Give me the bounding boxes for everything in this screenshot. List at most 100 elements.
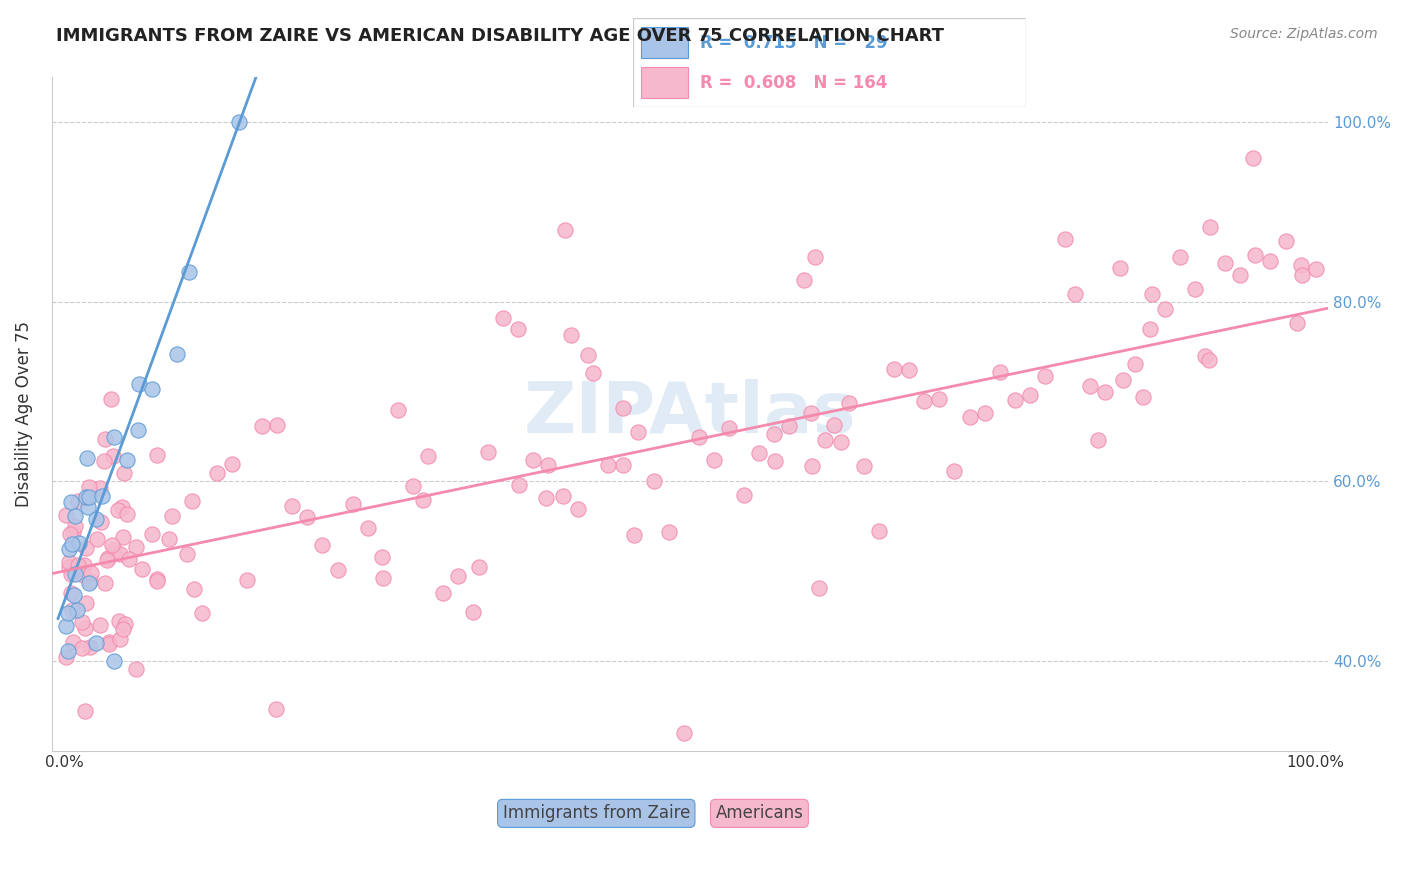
Point — [1215, 256, 1237, 270]
Point — [1244, 248, 1267, 262]
Point — [804, 250, 827, 264]
Y-axis label: Disability Age Over 75: Disability Age Over 75 — [15, 321, 32, 507]
Point — [58, 541, 80, 556]
Point — [943, 464, 966, 478]
Point — [94, 576, 117, 591]
Point — [582, 366, 605, 380]
Point — [1140, 286, 1163, 301]
Point — [416, 450, 439, 464]
Point — [1094, 385, 1116, 400]
Point — [342, 497, 364, 511]
Point — [402, 479, 425, 493]
Point — [98, 635, 121, 649]
Point — [55, 618, 77, 632]
Text: R =  0.715   N =   29: R = 0.715 N = 29 — [700, 34, 887, 52]
Point — [522, 452, 544, 467]
Point — [63, 518, 86, 533]
Point — [612, 401, 634, 416]
Point — [103, 430, 125, 444]
Point — [830, 434, 852, 449]
Point — [801, 459, 824, 474]
Point — [98, 637, 121, 651]
Point — [72, 641, 94, 656]
Point — [623, 528, 645, 542]
Bar — [641, 27, 688, 58]
Point — [1260, 254, 1282, 268]
Text: R =  0.608   N = 164: R = 0.608 N = 164 — [700, 74, 887, 92]
Point — [733, 488, 755, 502]
Point — [553, 489, 575, 503]
Point — [125, 540, 148, 554]
Point — [103, 449, 125, 463]
Point — [1139, 322, 1161, 336]
Point — [76, 450, 98, 465]
Point — [141, 526, 163, 541]
Point — [59, 527, 82, 541]
Point — [127, 423, 149, 437]
Point — [672, 725, 695, 739]
Point — [814, 434, 837, 448]
Point — [1109, 261, 1132, 276]
Point — [612, 458, 634, 472]
Point — [59, 567, 82, 582]
Point — [131, 561, 153, 575]
Point — [176, 547, 198, 561]
Point — [108, 614, 131, 628]
Point — [778, 419, 800, 434]
Point — [800, 406, 823, 420]
Bar — [641, 67, 688, 98]
Point — [371, 549, 394, 564]
Point — [205, 467, 228, 481]
Point — [112, 466, 135, 480]
Point — [55, 508, 77, 523]
Point — [75, 596, 97, 610]
Point — [658, 524, 681, 539]
Point — [688, 430, 710, 444]
Point — [1289, 258, 1312, 272]
Point — [63, 509, 86, 524]
Point — [1291, 268, 1313, 283]
Point — [86, 532, 108, 546]
Point — [988, 365, 1011, 379]
Point — [508, 478, 530, 492]
Point — [468, 560, 491, 574]
Point — [75, 704, 97, 718]
Point — [79, 574, 101, 588]
Point — [1184, 282, 1206, 296]
Point — [181, 494, 204, 508]
Point — [228, 115, 250, 129]
Point — [103, 654, 125, 668]
Point — [748, 446, 770, 460]
Point — [65, 602, 87, 616]
Point — [97, 551, 120, 566]
Point — [103, 543, 125, 558]
Point — [115, 452, 138, 467]
Point — [387, 403, 409, 417]
Point — [72, 615, 94, 629]
Point — [146, 448, 169, 462]
Point — [703, 452, 725, 467]
Point — [853, 458, 876, 473]
Point — [236, 573, 259, 587]
Point — [627, 425, 650, 439]
Point — [179, 265, 201, 279]
Point — [110, 500, 132, 514]
Point — [576, 348, 599, 362]
Point — [1087, 433, 1109, 447]
Point — [1112, 373, 1135, 387]
Point — [898, 363, 921, 377]
Point — [114, 617, 136, 632]
Point — [84, 636, 107, 650]
Point — [183, 582, 205, 596]
Point — [432, 586, 454, 600]
Point — [141, 382, 163, 396]
Point — [266, 702, 288, 716]
Point — [477, 445, 499, 459]
Point — [77, 500, 100, 514]
Point — [1123, 357, 1146, 371]
Point — [266, 417, 288, 432]
Point — [93, 433, 115, 447]
Point — [1063, 287, 1085, 301]
Point — [281, 499, 304, 513]
Point — [1054, 232, 1077, 246]
